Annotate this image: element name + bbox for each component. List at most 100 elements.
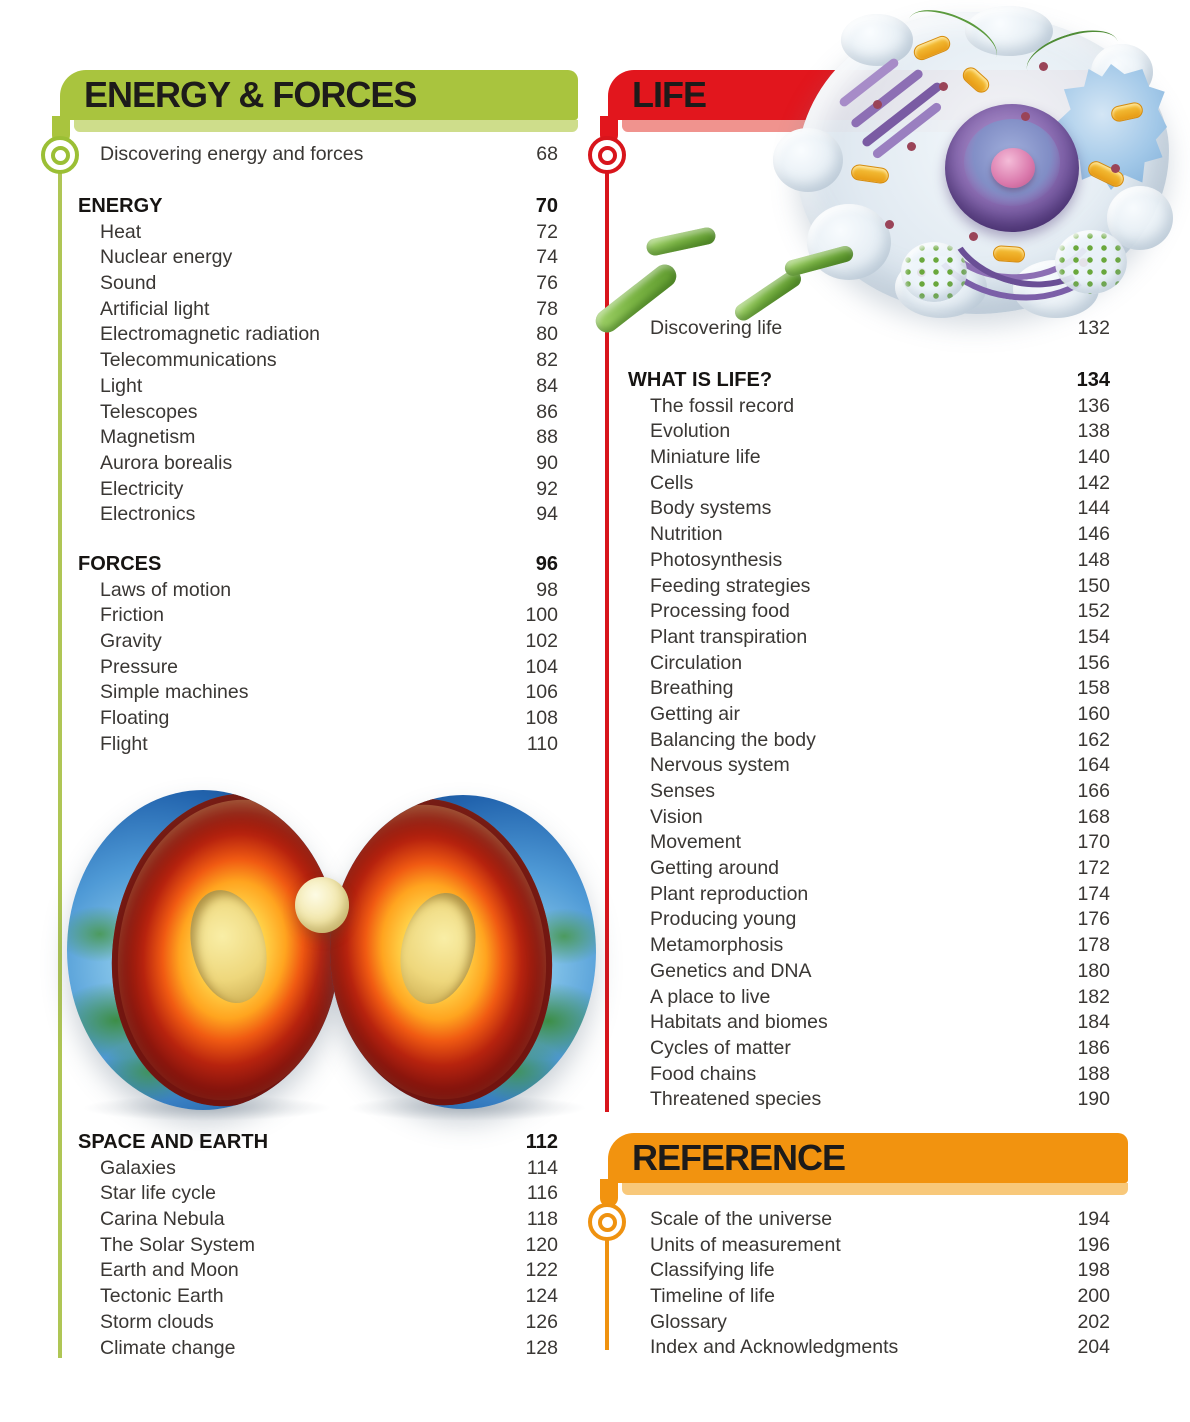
toc-entry-page: 174 xyxy=(1077,882,1110,905)
toc-row: Electromagnetic radiation 80 xyxy=(78,322,558,348)
toc-entry-page: 194 xyxy=(1077,1208,1110,1230)
toc-row: Friction 100 xyxy=(78,603,558,629)
toc-entry-page: 198 xyxy=(1077,1259,1110,1282)
toc-row: Magnetism 88 xyxy=(78,425,558,451)
toc-group-forces: FORCES 96 Laws of motion 98 Friction 100… xyxy=(78,552,558,758)
toc-entry-label: Evolution xyxy=(650,420,731,443)
toc-entry-label: Carina Nebula xyxy=(100,1208,225,1231)
toc-lead-energy: Discovering energy and forces 68 xyxy=(78,142,558,168)
reference-banner-spout xyxy=(600,1179,618,1207)
toc-row: Units of measurement 196 xyxy=(628,1233,1110,1259)
toc-row: Vision 168 xyxy=(628,805,1110,831)
toc-row: Nervous system 164 xyxy=(628,753,1110,779)
toc-row: Nutrition 146 xyxy=(628,522,1110,548)
toc-entry-label: Getting around xyxy=(650,857,780,880)
toc-entry-label: Electromagnetic radiation xyxy=(100,323,321,346)
toc-row: Discovering energy and forces 68 xyxy=(78,142,558,168)
toc-entry-page: 202 xyxy=(1077,1310,1110,1333)
toc-entry-page: 144 xyxy=(1077,497,1110,520)
toc-entry-page: 148 xyxy=(1077,548,1110,571)
toc-entry-page: 108 xyxy=(525,707,558,730)
toc-entry-page: 180 xyxy=(1077,959,1110,982)
toc-entry-label: The fossil record xyxy=(650,394,795,417)
toc-entry-label: Cycles of matter xyxy=(650,1036,791,1059)
toc-entry-page: 98 xyxy=(536,578,558,601)
toc-entry-page: 110 xyxy=(526,732,558,755)
toc-entry-page: 154 xyxy=(1077,625,1110,648)
cell-membrane-bump xyxy=(965,6,1053,56)
toc-row: Scale of the universe 194 xyxy=(628,1207,1110,1233)
earth-inner-core xyxy=(295,877,349,933)
toc-row: Discovering life 132 xyxy=(628,316,1110,342)
toc-entry-label: Food chains xyxy=(650,1062,757,1085)
toc-row: Plant transpiration 154 xyxy=(628,625,1110,651)
toc-entry-page: 90 xyxy=(536,451,558,474)
toc-entry-page: 168 xyxy=(1077,805,1110,828)
toc-row: Light 84 xyxy=(78,374,558,400)
ribosome-dots xyxy=(873,100,882,109)
toc-entry-page: 150 xyxy=(1077,574,1110,597)
toc-entry-label: Tectonic Earth xyxy=(100,1285,224,1308)
toc-row: Plant reproduction 174 xyxy=(628,882,1110,908)
toc-entry-page: 142 xyxy=(1077,471,1110,494)
bullseye-icon xyxy=(588,136,626,174)
toc-entry-label: Processing food xyxy=(650,600,790,623)
toc-entry-page: 138 xyxy=(1077,420,1110,443)
toc-entry-page: 116 xyxy=(526,1182,558,1205)
toc-entry-page: 84 xyxy=(536,374,558,397)
life-title: LIFE xyxy=(632,74,707,115)
toc-entry-page: 156 xyxy=(1077,651,1110,674)
animal-cell-illustration xyxy=(755,0,1190,323)
toc-entry-label: Gravity xyxy=(100,630,162,653)
toc-list: Heat 72 Nuclear energy 74 Sound 76 Artif… xyxy=(78,220,558,528)
toc-row: Movement 170 xyxy=(628,830,1110,856)
toc-entry-label: Producing young xyxy=(650,908,797,931)
toc-row: Simple machines 106 xyxy=(78,680,558,706)
toc-row: Electricity 92 xyxy=(78,477,558,503)
toc-entry-label: Miniature life xyxy=(650,446,761,469)
toc-entry-label: Habitats and biomes xyxy=(650,1011,828,1034)
toc-entry-label: Friction xyxy=(100,604,164,627)
toc-group-title: WHAT IS LIFE? xyxy=(628,369,773,391)
toc-entry-label: Genetics and DNA xyxy=(650,959,812,982)
toc-entry-label: Index and Acknowledgments xyxy=(650,1336,899,1359)
toc-entry-page: 188 xyxy=(1077,1062,1110,1085)
toc-entry-label: Metamorphosis xyxy=(650,934,784,957)
toc-row: Balancing the body 162 xyxy=(628,728,1110,754)
toc-entry-page: 128 xyxy=(525,1336,558,1359)
toc-entry-page: 118 xyxy=(526,1208,558,1231)
toc-list: The fossil record 136 Evolution 138 Mini… xyxy=(628,394,1110,1113)
toc-entry-label: Electricity xyxy=(100,477,184,500)
toc-entry-label: Nuclear energy xyxy=(100,246,233,269)
toc-entry-page: 94 xyxy=(536,503,558,526)
toc-row: The Solar System 120 xyxy=(78,1233,558,1259)
toc-row: Electronics 94 xyxy=(78,502,558,528)
toc-entry-page: 114 xyxy=(526,1156,558,1179)
toc-entry-label: Telecommunications xyxy=(100,349,277,372)
toc-entry-label: Movement xyxy=(650,831,742,854)
toc-entry-label: Artificial light xyxy=(100,297,210,320)
energy-forces-title: ENERGY & FORCES xyxy=(84,74,417,115)
toc-row: Storm clouds 126 xyxy=(78,1310,558,1336)
toc-group-title: SPACE AND EARTH xyxy=(78,1131,269,1153)
toc-group-space-earth: SPACE AND EARTH 112 Galaxies 114 Star li… xyxy=(78,1130,558,1361)
toc-row: Telecommunications 82 xyxy=(78,348,558,374)
toc-entry-page: 170 xyxy=(1077,831,1110,854)
cell-membrane-bump xyxy=(773,128,843,192)
toc-entry-label: Senses xyxy=(650,780,716,802)
bacterium-icon xyxy=(644,225,718,258)
toc-row: Nuclear energy 74 xyxy=(78,245,558,271)
toc-entry-page: 152 xyxy=(1077,600,1110,623)
bacterium-icon xyxy=(783,244,855,278)
toc-entry-label: Electronics xyxy=(100,503,196,526)
toc-row: Getting air 160 xyxy=(628,702,1110,728)
energy-forces-banner: ENERGY & FORCES xyxy=(60,70,578,120)
toc-row: Pressure 104 xyxy=(78,655,558,681)
cell-membrane-bump xyxy=(1107,186,1173,250)
toc-list: Laws of motion 98 Friction 100 Gravity 1… xyxy=(78,578,558,758)
toc-row: Heat 72 xyxy=(78,220,558,246)
cell-membrane-bump xyxy=(841,14,913,66)
toc-row: Miniature life 140 xyxy=(628,445,1110,471)
energy-section-line xyxy=(58,126,62,1358)
toc-entry-label: Floating xyxy=(100,707,170,730)
